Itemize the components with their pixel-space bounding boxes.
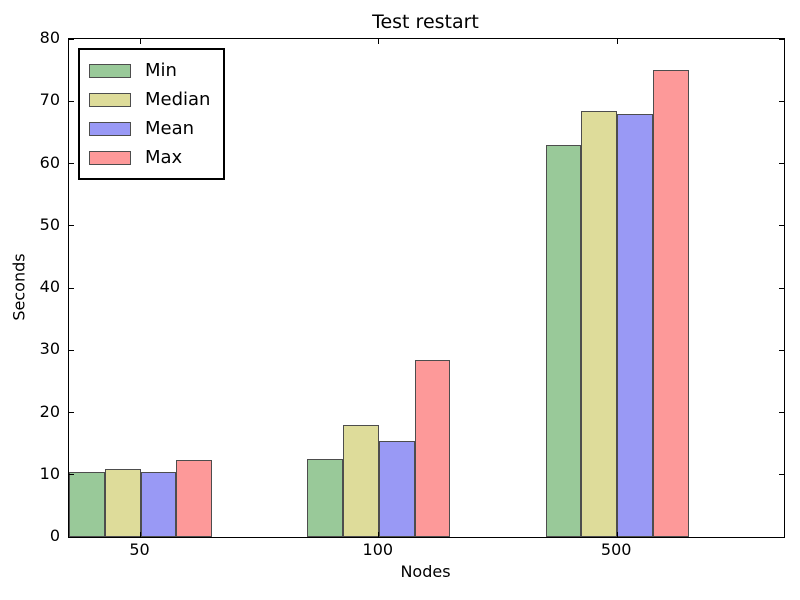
y-tick-label: 20 bbox=[39, 401, 60, 421]
bar-max-500 bbox=[652, 70, 689, 537]
bar-mean-500 bbox=[617, 113, 653, 537]
x-tick-label: 100 bbox=[362, 540, 394, 559]
legend-swatch-median bbox=[89, 92, 131, 107]
legend-entries: Min Median Mean Max bbox=[89, 56, 223, 172]
y-tick-mark bbox=[69, 474, 74, 476]
y-tick-mark bbox=[69, 163, 74, 164]
legend-entry-max: Max bbox=[89, 143, 223, 172]
bar-median-50 bbox=[104, 468, 141, 537]
x-tick-label: 500 bbox=[600, 540, 632, 559]
bar-mean-100 bbox=[378, 441, 415, 537]
legend-label-min: Min bbox=[145, 59, 177, 81]
y-tick-label: 30 bbox=[39, 339, 60, 359]
y-tick-mark bbox=[69, 38, 74, 40]
y-tick-label: 60 bbox=[39, 152, 60, 172]
legend-entry-min: Min bbox=[89, 56, 223, 85]
y-tick-mark-right bbox=[779, 100, 784, 102]
y-tick-label: 40 bbox=[39, 277, 60, 296]
y-tick-mark-right bbox=[779, 349, 784, 351]
y-tick-mark-right bbox=[779, 536, 784, 538]
legend-label-mean: Mean bbox=[145, 117, 195, 139]
y-tick-label: 10 bbox=[39, 463, 60, 483]
legend-entry-mean: Mean bbox=[89, 114, 223, 143]
y-tick-mark-right bbox=[779, 412, 784, 413]
legend-entry-median: Median bbox=[89, 85, 223, 114]
y-tick-label: 0 bbox=[49, 526, 60, 545]
x-tick-mark-top bbox=[140, 39, 141, 44]
legend-label-median: Median bbox=[145, 88, 211, 110]
y-tick-mark bbox=[69, 412, 74, 413]
x-tick-mark-top bbox=[378, 39, 380, 44]
x-tick-mark bbox=[616, 532, 618, 537]
y-tick-mark-right bbox=[779, 163, 784, 164]
y-tick-mark bbox=[69, 536, 74, 538]
y-tick-mark bbox=[69, 225, 74, 227]
x-tick-mark-top bbox=[616, 39, 618, 44]
x-tick-mark bbox=[378, 532, 380, 537]
chart-title: Test restart bbox=[372, 11, 479, 33]
bar-median-500 bbox=[581, 110, 618, 537]
x-tick-label: 50 bbox=[129, 540, 150, 559]
bar-max-100 bbox=[414, 359, 451, 537]
x-tick-mark bbox=[140, 532, 141, 537]
bar-median-100 bbox=[343, 424, 379, 537]
y-tick-label: 80 bbox=[39, 28, 60, 47]
y-tick-mark-right bbox=[779, 38, 784, 40]
y-tick-label: 50 bbox=[39, 214, 60, 234]
legend-swatch-min bbox=[89, 63, 131, 78]
bar-min-50 bbox=[69, 471, 105, 537]
plot-area: Min Median Mean Max bbox=[68, 38, 785, 538]
y-tick-mark bbox=[69, 287, 74, 289]
legend-label-max: Max bbox=[145, 146, 183, 168]
y-tick-mark-right bbox=[779, 287, 784, 289]
y-tick-mark-right bbox=[779, 225, 784, 227]
y-tick-label: 70 bbox=[39, 90, 60, 110]
x-axis-label: Nodes bbox=[400, 562, 451, 581]
y-tick-mark bbox=[69, 349, 74, 351]
bar-min-500 bbox=[545, 144, 582, 537]
y-tick-mark-right bbox=[779, 474, 784, 476]
bar-min-100 bbox=[307, 459, 344, 537]
legend: Min Median Mean Max bbox=[78, 48, 225, 180]
bar-mean-50 bbox=[140, 472, 177, 537]
legend-swatch-mean bbox=[89, 121, 131, 136]
bar-max-50 bbox=[176, 459, 212, 537]
legend-swatch-max bbox=[89, 150, 131, 165]
y-tick-mark bbox=[69, 100, 74, 102]
